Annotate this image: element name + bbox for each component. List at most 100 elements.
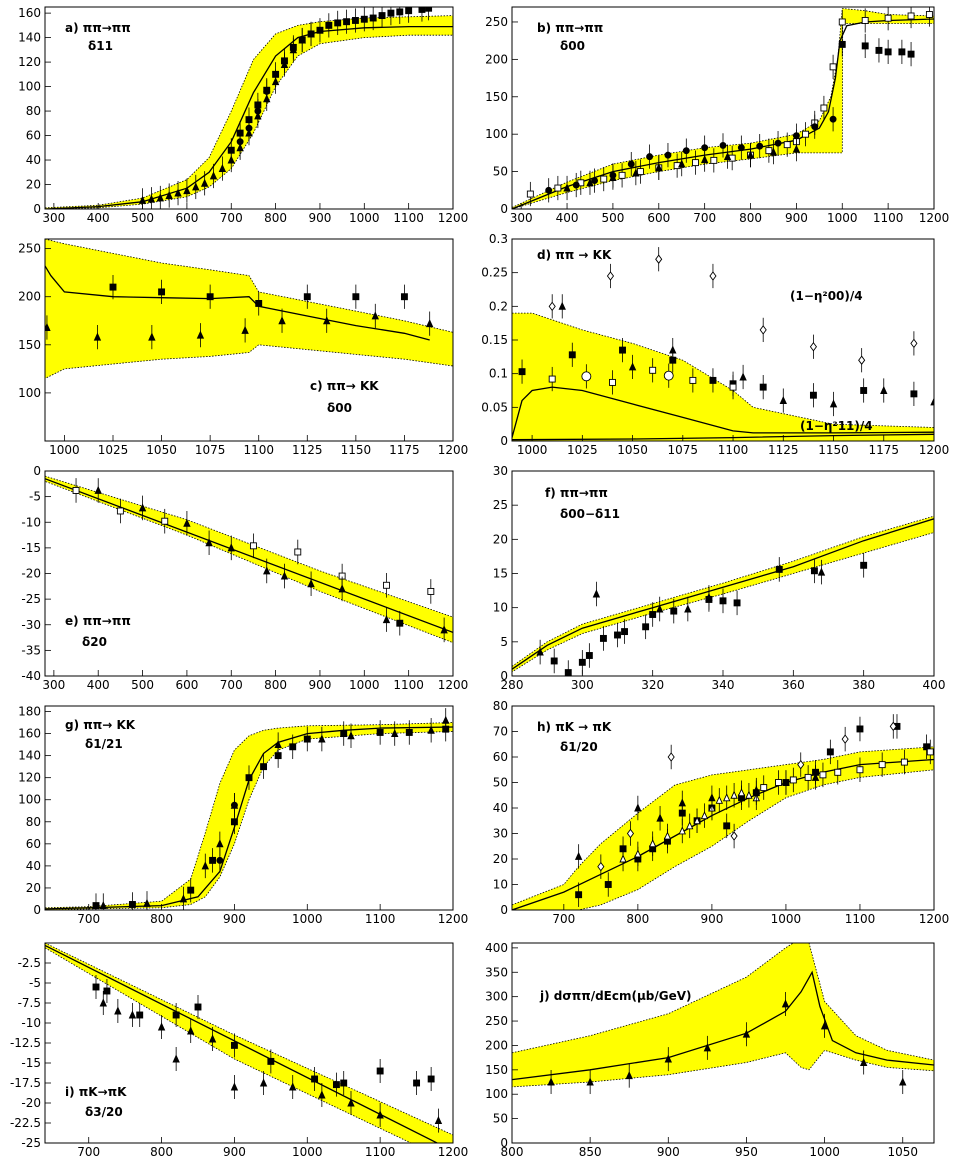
data-point-square-filled bbox=[158, 288, 166, 296]
data-point-square-filled bbox=[838, 40, 846, 48]
y-tick-label: 350 bbox=[485, 965, 508, 979]
x-tick-label: 1100 bbox=[365, 1145, 396, 1159]
data-point-triangle-filled bbox=[705, 592, 713, 601]
data-point-triangle-filled bbox=[625, 1071, 633, 1080]
y-tick-label: 25 bbox=[493, 498, 508, 512]
data-point-square-filled bbox=[396, 8, 404, 16]
data-point-triangle-open bbox=[737, 788, 746, 797]
y-tick-label: 30 bbox=[493, 464, 508, 478]
y-tick-label: 200 bbox=[485, 52, 508, 66]
x-tick-label: 380 bbox=[852, 678, 875, 692]
y-tick-label: 20 bbox=[493, 852, 508, 866]
error-band bbox=[512, 943, 934, 1088]
data-point-triangle-filled bbox=[586, 178, 594, 187]
data-point-triangle-filled bbox=[157, 1022, 166, 1031]
x-tick-label: 400 bbox=[87, 678, 110, 692]
data-point-square-filled bbox=[604, 881, 612, 888]
data-point-square-open bbox=[383, 581, 390, 589]
data-point-triangle-filled bbox=[227, 543, 235, 552]
data-point-triangle-filled bbox=[205, 538, 213, 547]
data-point-square-filled bbox=[425, 7, 433, 12]
data-point-square-filled bbox=[723, 822, 731, 830]
y-tick-label: 250 bbox=[485, 1014, 508, 1028]
data-point-square-open bbox=[861, 17, 869, 24]
data-point-square-open bbox=[636, 168, 644, 176]
y-tick-label: -22.5 bbox=[10, 1116, 41, 1130]
x-tick-label: 1100 bbox=[393, 211, 424, 225]
y-tick-label: 60 bbox=[26, 837, 41, 851]
data-point-circle-filled bbox=[545, 186, 553, 194]
x-tick-label: 1000 bbox=[49, 443, 80, 457]
fit-curve bbox=[45, 265, 430, 341]
data-point-square-filled bbox=[396, 619, 404, 627]
plot-area-d bbox=[512, 247, 934, 441]
data-point-triangle-filled bbox=[655, 163, 663, 172]
x-tick-label: 1050 bbox=[146, 443, 177, 457]
y-tick-label: 0 bbox=[500, 1136, 508, 1150]
data-point-triangle-filled bbox=[318, 734, 326, 743]
plot-area-j bbox=[512, 943, 934, 1095]
data-point-triangle-filled bbox=[147, 194, 156, 203]
data-point-triangle-filled bbox=[183, 518, 191, 527]
data-point-triangle-filled bbox=[376, 1110, 384, 1119]
x-tick-label: 1150 bbox=[341, 443, 372, 457]
fit-curve bbox=[512, 970, 934, 1081]
data-point-square-open bbox=[760, 784, 768, 792]
x-tick-label: 400 bbox=[556, 211, 579, 225]
x-tick-label: 400 bbox=[87, 211, 110, 225]
data-point-triangle-filled bbox=[271, 77, 280, 86]
data-point-triangle-filled bbox=[94, 485, 102, 494]
data-point-square-filled bbox=[884, 48, 892, 56]
y-tick-label: 0.2 bbox=[489, 299, 508, 313]
data-point-triangle-filled bbox=[769, 147, 778, 156]
data-point-triangle-filled bbox=[263, 566, 271, 575]
y-tick-label: 100 bbox=[18, 793, 41, 807]
fit-curve bbox=[512, 386, 934, 438]
data-point-triangle-filled bbox=[230, 1082, 239, 1091]
data-point-diamond-open bbox=[889, 721, 897, 732]
y-tick-label: 0 bbox=[500, 669, 508, 683]
data-point-triangle-filled bbox=[427, 725, 435, 734]
data-point-square-filled bbox=[810, 567, 818, 575]
data-point-diamond-open bbox=[858, 355, 866, 365]
data-point-square-filled bbox=[289, 743, 297, 751]
x-tick-label: 700 bbox=[77, 912, 100, 926]
data-point-triangle-filled bbox=[259, 1078, 268, 1087]
data-point-triangle-filled bbox=[632, 168, 640, 177]
y-tick-label: 0.05 bbox=[481, 400, 508, 414]
data-point-triangle-filled bbox=[547, 1077, 555, 1086]
x-tick-label: 1000 bbox=[771, 912, 802, 926]
y-tick-label: 80 bbox=[26, 104, 41, 118]
data-point-square-filled bbox=[172, 1011, 180, 1019]
data-point-square-open bbox=[789, 776, 797, 784]
y-tick-label: 5 bbox=[500, 635, 508, 649]
x-tick-label: 1100 bbox=[393, 678, 424, 692]
data-point-diamond-open bbox=[667, 752, 675, 762]
data-point-triangle-filled bbox=[811, 772, 820, 781]
y-tick-label: 0 bbox=[500, 434, 508, 448]
data-point-triangle-filled bbox=[708, 793, 716, 802]
data-point-square-filled bbox=[898, 48, 906, 56]
y-tick-label: -25 bbox=[21, 1136, 41, 1150]
data-point-diamond-open bbox=[606, 271, 615, 281]
data-point-square-open bbox=[249, 542, 257, 550]
x-tick-label: 1000 bbox=[292, 912, 323, 926]
x-tick-label: 1200 bbox=[438, 1145, 469, 1159]
x-tick-label: 340 bbox=[712, 678, 735, 692]
data-point-square-filled bbox=[311, 1075, 319, 1083]
data-point-triangle-filled bbox=[820, 1021, 829, 1030]
data-point-square-filled bbox=[92, 902, 100, 910]
data-point-square-open bbox=[554, 184, 562, 192]
data-point-triangle-filled bbox=[227, 155, 235, 164]
y-tick-label: 120 bbox=[18, 771, 41, 785]
data-point-square-filled bbox=[910, 390, 918, 398]
x-tick-label: 320 bbox=[641, 678, 664, 692]
fit-curve bbox=[45, 944, 439, 1143]
y-tick-label: 100 bbox=[485, 1087, 508, 1101]
x-tick-label: 1025 bbox=[567, 443, 598, 457]
y-tick-label: -15 bbox=[21, 541, 41, 555]
x-tick-label: 1150 bbox=[818, 443, 849, 457]
data-point-triangle-filled bbox=[382, 615, 391, 624]
data-point-triangle-filled bbox=[278, 316, 286, 325]
data-point-square-filled bbox=[856, 725, 864, 733]
